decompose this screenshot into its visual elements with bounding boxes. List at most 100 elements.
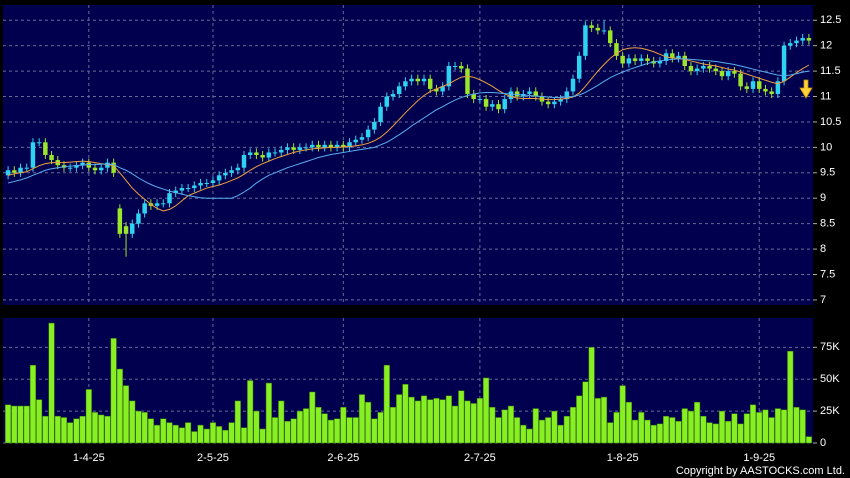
candle-body (266, 152, 272, 158)
candle-body (80, 162, 85, 166)
volume-bar (433, 398, 440, 444)
volume-bar (787, 350, 794, 444)
volume-bar (402, 384, 409, 444)
volume-bar (36, 399, 43, 444)
candle-body (297, 147, 303, 150)
candle-body (204, 182, 209, 184)
volume-bar (185, 422, 192, 444)
volume-bar (315, 407, 322, 444)
volume-bar (594, 398, 601, 444)
plot-layer: 1-4-25 2-5-25 2-6-25 2-7-25 1-8-25 1-9-25 7 7.5… (3, 5, 841, 464)
candle-body (49, 155, 54, 161)
volume-bar (29, 364, 36, 444)
volume-bar (11, 405, 18, 444)
volume-bar (377, 412, 384, 444)
volume-bar (290, 418, 297, 444)
volume-bar (675, 421, 682, 444)
candle-body (179, 188, 185, 191)
volume-bar (5, 404, 12, 444)
y-tick-label: 50K (820, 373, 840, 385)
volume-bar (284, 421, 291, 444)
candle-body (570, 78, 576, 92)
volume-bar (507, 405, 514, 444)
candle-body (483, 99, 489, 107)
candle-body (12, 170, 17, 173)
candle-body (341, 144, 346, 148)
volume-bar (154, 424, 161, 444)
volume-bar (234, 400, 241, 444)
volume-bar (278, 400, 285, 444)
candle-body (403, 81, 408, 87)
candle-body (173, 190, 178, 194)
volume-bar (42, 415, 49, 444)
candle-body (558, 99, 563, 102)
candle-body (353, 139, 358, 143)
y-tick-label: 12.5 (820, 14, 841, 26)
y-tick-label: 9.5 (820, 167, 835, 179)
candle-body (210, 180, 216, 183)
volume-bar (178, 427, 185, 444)
volume-bar (805, 436, 812, 444)
volume-bar (749, 404, 757, 444)
y-tick-label: 10 (820, 141, 832, 153)
candle-body (378, 106, 383, 122)
volume-bar (514, 417, 521, 444)
candle-body (18, 167, 23, 173)
volume-bar (452, 405, 459, 444)
candle-body (123, 226, 129, 234)
candle-body (595, 27, 601, 31)
candle-body (490, 104, 495, 107)
volume-bar (799, 409, 806, 444)
candle-body (192, 185, 197, 189)
candle-body (806, 38, 812, 41)
volume-bar (476, 398, 483, 444)
volume-bar (247, 380, 254, 444)
x-tick-label: 2-7-25 (464, 452, 496, 464)
candle-body (396, 86, 402, 94)
volume-bar (663, 415, 670, 444)
candle-body (272, 152, 278, 154)
candle-body (130, 223, 135, 234)
y-tick-label: 75K (820, 341, 840, 353)
candle-body (676, 55, 681, 59)
candle-body (750, 81, 756, 89)
candle-body (291, 147, 296, 150)
volume-bar (632, 419, 639, 444)
y-tick-label: 0 (820, 437, 826, 449)
volume-bar (470, 403, 477, 444)
volume-bar (23, 405, 30, 444)
volume-bar (414, 400, 421, 444)
y-tick-label: 8.5 (820, 218, 835, 230)
volume-bar (309, 391, 316, 444)
volume-bar (141, 412, 148, 444)
volume-bar (352, 417, 359, 444)
candle-body (452, 66, 458, 68)
candle-body (527, 91, 532, 94)
candle-body (86, 162, 92, 168)
volume-bar (768, 417, 775, 444)
volume-bar (656, 423, 663, 444)
volume-bar (147, 418, 154, 444)
volume-bar (91, 412, 99, 444)
volume-bar (737, 423, 744, 444)
candle-body (632, 58, 638, 61)
candle-body (142, 203, 147, 214)
volume-bar (271, 417, 279, 444)
volume-bar (501, 409, 508, 444)
x-tick-label: 1-9-25 (743, 452, 775, 464)
candle-body (502, 99, 507, 110)
volume-bar (358, 394, 365, 444)
candle-body (5, 170, 11, 176)
volume-bar (582, 381, 589, 444)
candle-body (111, 162, 116, 173)
volume-bar (681, 408, 688, 444)
candle-body (390, 93, 396, 97)
candle-body (334, 144, 340, 148)
candle-body (434, 88, 439, 92)
volume-bar (98, 414, 105, 444)
volume-bar (458, 390, 465, 444)
candle-body (620, 55, 625, 64)
candle-body (694, 68, 700, 72)
volume-bar (166, 422, 173, 444)
